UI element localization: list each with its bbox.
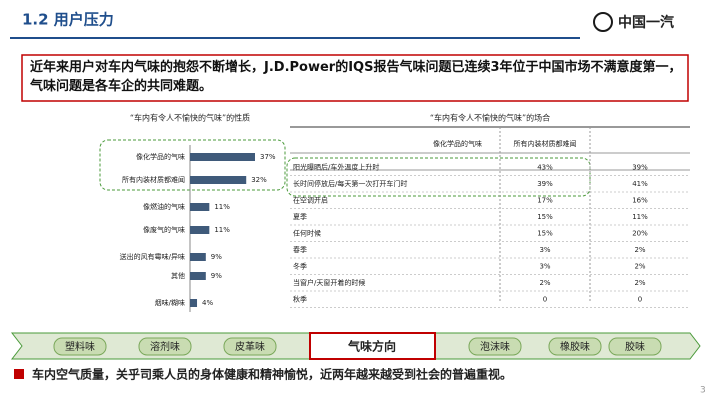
bar-label: 送出的风有霉味/异味	[120, 252, 185, 261]
odor-chip	[53, 337, 107, 356]
cell: 2%	[539, 279, 550, 287]
table-title: “车内有令人不愉快的气味”的场合	[430, 113, 550, 123]
odor-chip	[608, 337, 662, 356]
value-label: 9%	[211, 272, 222, 280]
intro-text: 近年来用户对车内气味的抱怨不断增长，J.D.Power的IQS报告气味问题已连续…	[30, 60, 682, 94]
row-label: 春季	[293, 245, 307, 254]
row-label: 在空调开启	[293, 195, 328, 204]
cell: 20%	[632, 229, 648, 237]
cell: 11%	[632, 213, 648, 221]
bar-label: 像燃油的气味	[143, 202, 185, 211]
value-label: 11%	[214, 226, 230, 234]
cell: 17%	[537, 196, 553, 204]
value-label: 37%	[260, 153, 276, 161]
cell: 39%	[537, 180, 553, 188]
row-label: 任何时候	[293, 228, 321, 237]
cell: 2%	[634, 279, 645, 287]
bar	[190, 176, 247, 184]
odor-chip	[223, 337, 277, 356]
bar-label: 所有内装材质都难闻	[122, 175, 185, 184]
footer-bullet	[14, 369, 24, 379]
odor-center: 气味方向	[347, 339, 396, 354]
cell: 41%	[632, 180, 648, 188]
slide-title: 1.2 用户压力	[22, 11, 114, 29]
page-number: 3	[700, 386, 706, 396]
value-label: 32%	[251, 176, 267, 184]
cell: 43%	[537, 163, 553, 171]
odor-label: 胶味	[625, 340, 645, 353]
cell: 0	[543, 295, 547, 303]
bar	[190, 153, 255, 161]
row-label: 秋季	[293, 294, 307, 303]
odor-label: 橡胶味	[560, 340, 590, 353]
value-label: 4%	[202, 299, 213, 307]
bar	[190, 226, 210, 234]
highlight-left	[99, 139, 286, 191]
cell: 15%	[537, 213, 553, 221]
cell: 15%	[537, 229, 553, 237]
cell: 2%	[634, 262, 645, 270]
row-label: 夏季	[293, 212, 307, 221]
bar-label: 像化学品的气味	[136, 152, 185, 161]
chart-title: “车内有令人不愉快的气味”的性质	[130, 113, 250, 123]
cell: 2%	[634, 246, 645, 254]
cell: 3%	[539, 246, 550, 254]
odor-label: 皮革味	[235, 340, 265, 353]
odor-center-box	[309, 332, 436, 360]
odor-chip	[138, 337, 192, 356]
bar-label: 烟味/糊味	[155, 298, 185, 307]
odor-label: 溶剂味	[150, 340, 180, 353]
bar	[190, 253, 206, 261]
intro-box	[21, 54, 689, 102]
cell: 0	[638, 295, 642, 303]
row-label: 阳光曝晒后/车外温度上升时	[293, 162, 379, 171]
odor-chip	[548, 337, 602, 356]
logo: 中国一汽	[618, 14, 674, 31]
cell: 39%	[632, 163, 648, 171]
logo-icon	[593, 12, 613, 32]
value-label: 11%	[214, 203, 230, 211]
cell: 16%	[632, 196, 648, 204]
odor-label: 泡沫味	[480, 340, 510, 353]
value-label: 9%	[211, 253, 222, 261]
bar	[190, 272, 206, 280]
odor-chip	[468, 337, 522, 356]
row-label: 当窗户/天窗开着的时候	[293, 278, 365, 287]
intro-wrap: 近年来用户对车内气味的抱怨不断增长，J.D.Power的IQS报告气味问题已连续…	[30, 60, 682, 94]
footer-text: 车内空气质量，关乎司乘人员的身体健康和精神愉悦，近两年越来越受到社会的普遍重视。	[32, 367, 512, 382]
column-header: 像化学品的气味	[433, 139, 482, 148]
bar-label: 其他	[171, 271, 185, 280]
bar-label: 像废气的气味	[143, 225, 185, 234]
row-label: 冬季	[293, 261, 307, 270]
column-header: 所有内装材质都难闻	[514, 139, 577, 148]
cell: 3%	[539, 262, 550, 270]
bar	[190, 299, 198, 307]
bar	[190, 203, 210, 211]
row-label: 长时间停放后/每天第一次打开车门时	[293, 179, 407, 188]
odor-label: 塑料味	[65, 340, 95, 353]
